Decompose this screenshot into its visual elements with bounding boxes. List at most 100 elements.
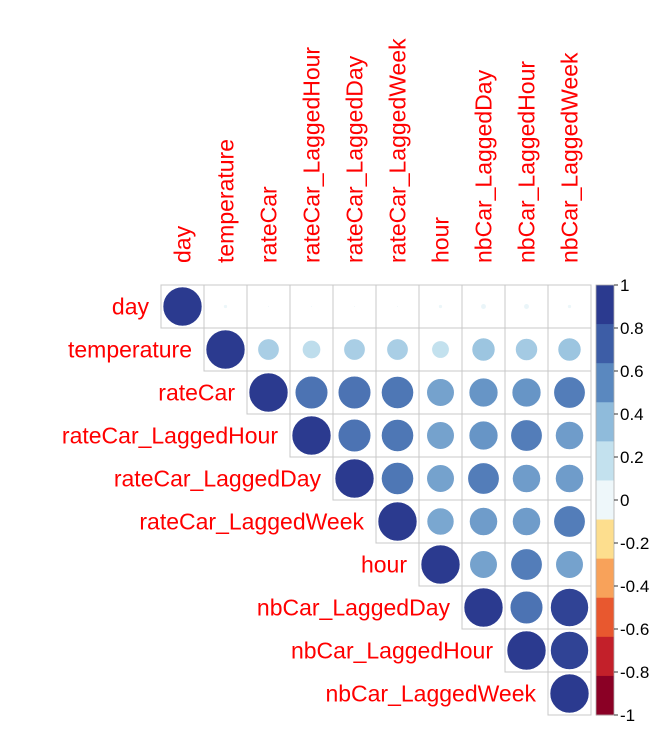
correlation-circle	[381, 419, 414, 452]
correlation-circle	[463, 587, 504, 628]
column-label: nbCar_LaggedHour	[514, 61, 540, 263]
colorbar-segment	[596, 675, 614, 716]
correlation-circle	[469, 550, 498, 579]
correlation-circle	[468, 420, 499, 451]
correlation-circle	[555, 550, 584, 579]
grid-cell	[461, 284, 506, 329]
row-label: hour	[361, 552, 407, 578]
correlation-circle	[550, 588, 589, 627]
colorbar-segment	[596, 285, 614, 325]
correlation-circle	[377, 501, 418, 542]
correlation-circle	[381, 462, 414, 495]
row-label: temperature	[68, 337, 192, 363]
column-label: rateCar	[256, 186, 282, 263]
colorbar-segment	[596, 480, 614, 521]
correlation-circle	[257, 338, 280, 361]
correlation-circle	[506, 630, 547, 671]
correlation-circle	[381, 376, 414, 409]
correlation-circle	[302, 340, 321, 359]
correlation-circle	[512, 507, 541, 536]
correlation-circle	[223, 304, 228, 309]
correlation-circle	[334, 458, 375, 499]
colorbar-tick-label: 0.2	[620, 448, 644, 467]
correlation-circle	[426, 421, 455, 450]
colorbar-segment	[596, 519, 614, 560]
colorbar-segment	[596, 558, 614, 599]
correlation-circle	[510, 548, 543, 581]
correlation-circle	[343, 338, 366, 361]
correlation-circle	[553, 505, 586, 538]
row-label: nbCar_LaggedHour	[291, 638, 493, 664]
correlation-circle	[509, 590, 544, 625]
colorbar-tick-label: -1	[620, 706, 635, 725]
correlation-circle	[396, 305, 399, 308]
correlation-circle	[550, 631, 589, 670]
column-label: rateCar_LaggedWeek	[385, 38, 411, 263]
correlation-circle	[426, 464, 455, 493]
grid-cell	[332, 327, 377, 372]
row-label: day	[112, 294, 150, 320]
correlation-circle	[553, 376, 586, 409]
correlation-circle	[523, 303, 530, 310]
column-label: hour	[428, 217, 454, 263]
correlation-circle	[471, 337, 496, 362]
correlation-circle	[511, 377, 542, 408]
column-label: day	[170, 225, 196, 263]
correlation-circle	[420, 544, 461, 585]
correlation-circle	[267, 305, 270, 308]
correlation-circle	[468, 377, 499, 408]
row-label: nbCar_LaggedDay	[257, 595, 451, 621]
correlation-circle	[515, 338, 538, 361]
column-label: rateCar_LaggedDay	[342, 55, 368, 263]
correlation-circle	[555, 464, 584, 493]
colorbar-segment	[596, 324, 614, 364]
correlation-circle	[426, 378, 455, 407]
correlation-circle	[291, 415, 332, 456]
column-label: nbCar_LaggedWeek	[557, 52, 583, 263]
correlation-circle	[294, 375, 329, 410]
correlation-circle	[310, 305, 313, 308]
colorbar-segment	[596, 441, 614, 481]
row-label: rateCar	[158, 380, 235, 406]
correlation-circle	[549, 673, 590, 714]
colorbar-tick-label: -0.2	[620, 534, 649, 553]
colorbar-tick-label: 0.8	[620, 319, 644, 338]
column-labels: day temperature rateCar rateCar_LaggedHour r…	[170, 38, 583, 263]
correlation-circle	[510, 419, 543, 452]
colorbar: 1 0.8 0.6 0.4 0.2 0 -0.2 -0.4 -0.6 -0.8 -1	[595, 276, 649, 725]
column-label: rateCar_LaggedHour	[299, 47, 325, 263]
column-label: nbCar_LaggedDay	[471, 69, 497, 263]
correlation-circle	[438, 304, 443, 309]
colorbar-segment	[596, 597, 614, 638]
row-label: rateCar_LaggedHour	[62, 423, 278, 449]
correlation-circle	[512, 464, 541, 493]
colorbar-segment	[596, 636, 614, 677]
column-label: temperature	[213, 139, 239, 263]
row-labels: day temperature rateCar rateCar_LaggedHourr…	[62, 294, 537, 707]
colorbar-tick-label: 1	[620, 276, 629, 295]
correlation-circle	[557, 337, 582, 362]
correlation-circle	[205, 329, 246, 370]
row-label: rateCar_LaggedDay	[114, 466, 322, 492]
colorbar-tick-label: -0.4	[620, 577, 649, 596]
colorbar-tick-label: 0.6	[620, 362, 644, 381]
correlation-circle	[469, 507, 498, 536]
correlation-circle	[337, 418, 372, 453]
row-label: rateCar_LaggedWeek	[139, 509, 364, 535]
correlation-circle	[467, 462, 500, 495]
correlation-circle	[480, 303, 487, 310]
colorbar-tick-label: -0.6	[620, 620, 649, 639]
correlation-circle	[386, 338, 409, 361]
colorbar-segment	[596, 363, 614, 403]
correlation-circle	[431, 340, 450, 359]
colorbar-tick-label: -0.8	[620, 663, 649, 682]
circle-layer	[162, 286, 590, 714]
correlation-circle	[426, 507, 455, 536]
correlation-circle	[353, 305, 356, 308]
correlation-circle	[567, 304, 572, 309]
correlation-circle	[337, 375, 372, 410]
correlation-circle	[248, 372, 289, 413]
correlation-circle	[555, 421, 584, 450]
colorbar-tick-label: 0.4	[620, 405, 644, 424]
